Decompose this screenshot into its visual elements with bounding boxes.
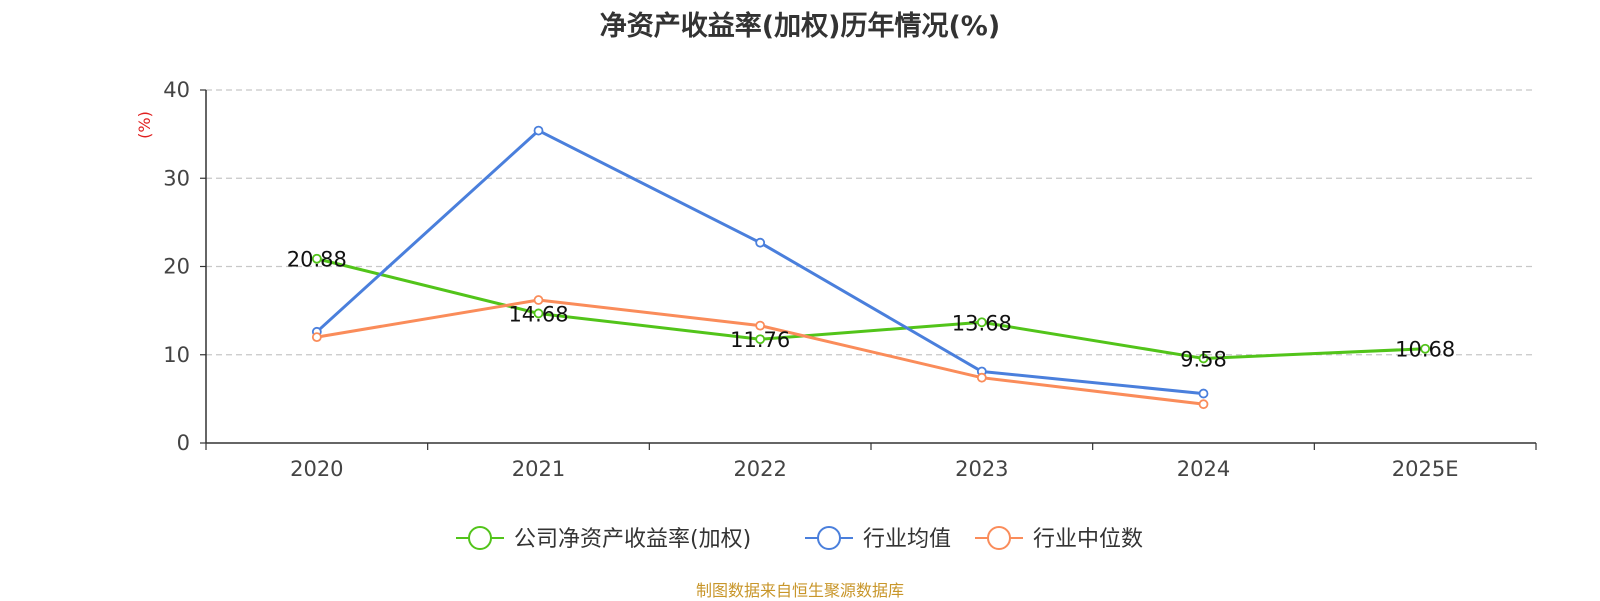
source-note: 制图数据来自恒生聚源数据库: [695, 581, 904, 600]
y-tick-label: 10: [163, 343, 190, 367]
data-point: [755, 237, 766, 248]
data-point: [533, 125, 544, 136]
y-tick-label: 0: [177, 431, 190, 455]
data-point: [311, 253, 322, 264]
data-label: 9.58: [1180, 347, 1227, 371]
data-point: [1198, 399, 1209, 410]
data-label: 14.68: [508, 302, 568, 326]
legend-marker: [817, 526, 841, 550]
legend-item-label: 行业均值: [863, 527, 951, 552]
y-tick-label: 30: [163, 166, 190, 190]
data-point: [1198, 388, 1209, 399]
x-tick-label: 2021: [512, 457, 565, 481]
legend-item-label: 公司净资产收益率(加权): [514, 527, 751, 552]
y-axis-label: (%): [135, 111, 154, 139]
data-point: [311, 332, 322, 343]
x-tick-label: 2022: [733, 457, 786, 481]
y-tick-label: 20: [163, 255, 190, 279]
axes: 0 10 20 30 40 (%) 2020 2021 2022 2023 2024 2025E: [135, 78, 1537, 481]
data-label: 11.76: [730, 328, 790, 352]
data-label: 13.68: [952, 311, 1012, 335]
data-point: [976, 372, 987, 383]
legend-item-label: 行业中位数: [1033, 527, 1143, 552]
data-label: 20.88: [287, 248, 347, 272]
x-tick-label: 2023: [955, 457, 1008, 481]
legend-marker: [468, 526, 492, 550]
data-point: [1198, 353, 1209, 364]
legend: 公司净资产收益率(加权) 行业均值 行业中位数: [456, 526, 1143, 552]
grid-lines: [206, 89, 1536, 356]
series-line-0: [316, 257, 1426, 360]
y-tick-label: 40: [163, 78, 190, 102]
data-point: [755, 334, 766, 345]
series-lines: [311, 125, 1431, 410]
data-label: 10.68: [1395, 338, 1455, 362]
data-point: [533, 295, 544, 305]
series-line-1: [315, 129, 1204, 396]
x-tick-label: 2024: [1177, 457, 1230, 481]
data-point: [1420, 343, 1431, 354]
data-point: [533, 308, 544, 319]
x-tick-label: 2020: [290, 457, 343, 481]
data-labels: 20.88 14.68 11.76 13.68 9.58 10.68: [287, 248, 1455, 372]
data-point: [755, 320, 766, 331]
data-point: [976, 317, 987, 328]
chart-title: 净资产收益率(加权)历年情况(%): [599, 11, 1001, 42]
x-tick-label: 2025E: [1392, 457, 1459, 481]
legend-marker: [987, 526, 1011, 550]
